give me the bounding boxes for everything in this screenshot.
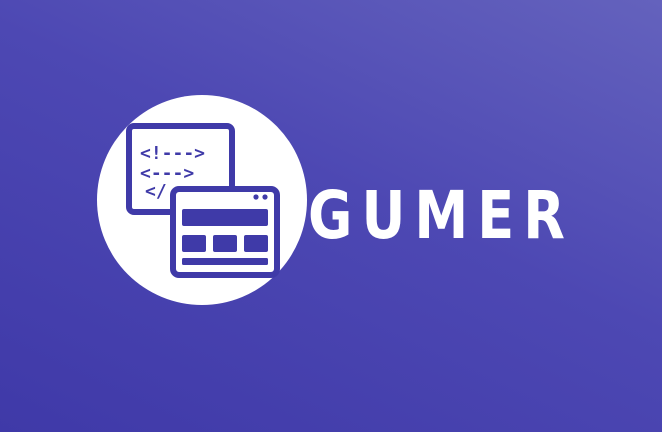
- code-line-3: </: [145, 181, 167, 202]
- browser-content-block: [182, 235, 206, 252]
- browser-window-icon: [170, 186, 280, 278]
- browser-content-block: [244, 235, 268, 252]
- brand-name: GUMER: [308, 177, 574, 254]
- browser-header-block: [182, 209, 268, 226]
- browser-footer-bar: [182, 258, 268, 265]
- browser-content-block: [213, 235, 237, 252]
- window-dot-icon: [262, 194, 268, 200]
- code-line-2: <--->: [140, 163, 194, 184]
- window-dot-icon: [253, 194, 259, 200]
- code-line-1: <!--->: [140, 143, 205, 164]
